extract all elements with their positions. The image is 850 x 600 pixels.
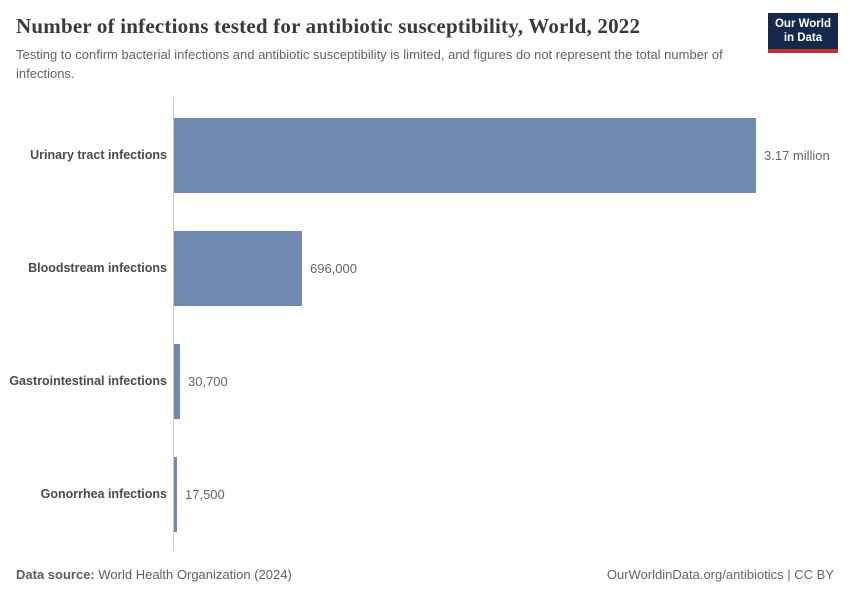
bar-row-urinary-tract-infections: Urinary tract infections 3.17 million [0, 99, 850, 212]
bar-area: 30,700 [173, 325, 850, 438]
value-label: 3.17 million [764, 147, 830, 163]
category-label: Gonorrhea infections [40, 487, 167, 502]
category-label: Gastrointestinal infections [9, 374, 167, 389]
y-axis-line [173, 96, 174, 551]
owid-logo: Our World in Data [767, 13, 838, 54]
category-label: Bloodstream infections [28, 261, 167, 276]
bar-area: 17,500 [173, 438, 850, 551]
bar-row-gonorrhea-infections: Gonorrhea infections 17,500 [0, 438, 850, 551]
owid-logo-line2: in Data [783, 31, 823, 44]
value-label: 696,000 [310, 260, 357, 276]
value-label: 17,500 [185, 486, 225, 502]
bar-urinary-tract-infections [174, 117, 756, 193]
bar-row-bloodstream-infections: Bloodstream infections 696,000 [0, 212, 850, 325]
owid-logo-line1: Our World [774, 18, 831, 30]
label-cell: Gastrointestinal infections [0, 325, 173, 438]
bar-area: 3.17 million [173, 99, 850, 212]
label-cell: Bloodstream infections [0, 212, 173, 325]
bar-gonorrhea-infections [174, 456, 177, 532]
label-cell: Urinary tract infections [0, 99, 173, 212]
label-cell: Gonorrhea infections [0, 438, 173, 551]
data-source-label: Data source: [16, 566, 95, 582]
category-label: Urinary tract infections [30, 148, 167, 163]
chart-footer: Data source: World Health Organization (… [0, 567, 850, 582]
bar-chart: Urinary tract infections 3.17 million Bl… [0, 96, 850, 551]
chart-header: Number of infections tested for antibiot… [0, 0, 850, 84]
chart-subtitle: Testing to confirm bacterial infections … [16, 47, 723, 81]
chart-title: Number of infections tested for antibiot… [16, 14, 641, 38]
credit-link: OurWorldinData.org/antibiotics | CC BY [606, 566, 834, 582]
data-source-value: World Health Organization (2024) [98, 566, 292, 582]
data-source: Data source: World Health Organization (… [16, 567, 292, 582]
value-label: 30,700 [188, 373, 228, 389]
bar-area: 696,000 [173, 212, 850, 325]
bar-bloodstream-infections [174, 230, 302, 306]
bar-row-gastrointestinal-infections: Gastrointestinal infections 30,700 [0, 325, 850, 438]
bar-gastrointestinal-infections [174, 343, 180, 419]
